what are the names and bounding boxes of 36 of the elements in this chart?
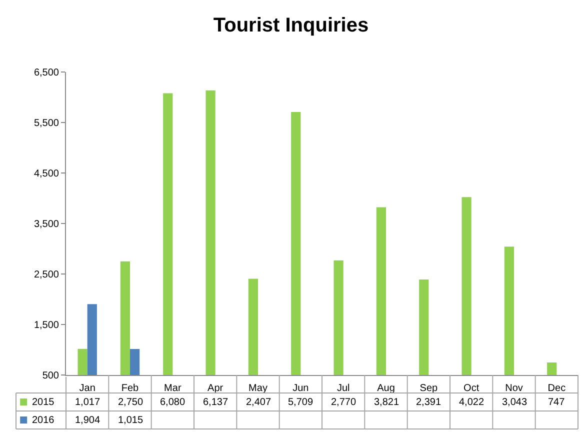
x-tick-label: Aug	[377, 383, 395, 394]
x-tick-label: Jul	[336, 383, 350, 394]
chart-title: Tourist Inquiries	[213, 14, 369, 37]
data-label: 747	[548, 397, 566, 408]
data-label: 6,137	[203, 397, 228, 408]
y-tick-label: 4,500	[34, 168, 60, 180]
y-tick-label: 500	[42, 370, 60, 382]
data-label: 2,770	[331, 397, 356, 408]
x-tick-label: Jan	[79, 383, 96, 394]
y-tick-label: 5,500	[34, 118, 60, 129]
data-label: 5,709	[288, 397, 314, 408]
x-tick-label: Oct	[464, 383, 480, 394]
y-tick-label: 3,500	[34, 219, 60, 230]
data-label: 2,391	[416, 397, 442, 408]
x-tick-label: Jun	[292, 383, 309, 394]
x-tick-label: Mar	[164, 383, 182, 394]
data-label: 3,043	[502, 397, 528, 408]
x-tick-label: May	[248, 383, 268, 394]
data-label: 1,904	[75, 415, 100, 426]
data-label: 3,821	[374, 397, 400, 408]
x-tick-label: Apr	[208, 383, 224, 394]
data-label: 1,017	[75, 397, 100, 408]
legend-label: 2015	[32, 397, 55, 408]
y-tick-label: 1,500	[34, 320, 60, 331]
legend-label: 2016	[32, 415, 55, 426]
data-label: 2,750	[118, 397, 144, 408]
x-tick-label: Feb	[121, 383, 140, 394]
data-label: 2,407	[246, 397, 272, 408]
x-tick-label: Sep	[420, 383, 438, 394]
x-tick-label: Dec	[548, 383, 566, 394]
y-tick-label: 2,500	[34, 270, 60, 280]
y-tick-label: 6,500	[34, 68, 60, 78]
data-label: 4,022	[459, 397, 484, 408]
x-tick-label: Nov	[505, 383, 523, 394]
data-label: 6,080	[160, 397, 186, 408]
data-label: 1,015	[118, 415, 144, 426]
